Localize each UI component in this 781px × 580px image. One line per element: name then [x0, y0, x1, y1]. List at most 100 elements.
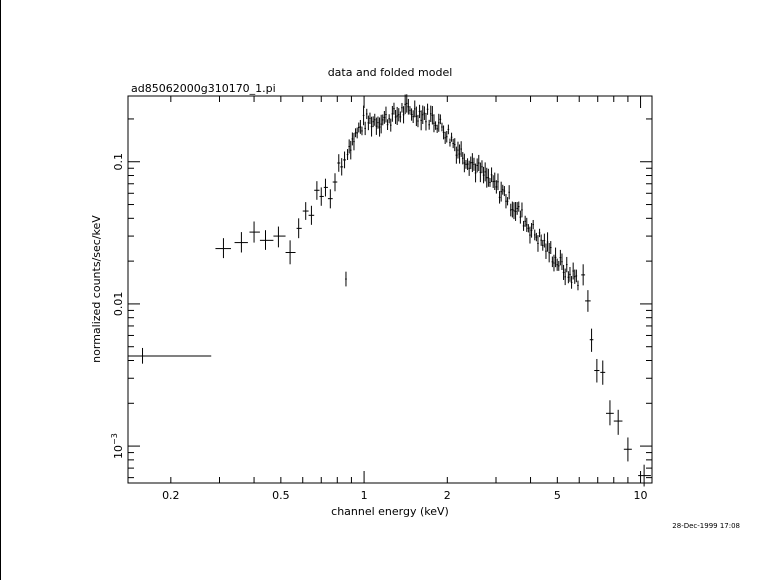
data-point — [353, 132, 355, 151]
data-point — [613, 409, 623, 435]
data-point — [511, 201, 514, 218]
chart-title: data and folded model — [328, 66, 453, 79]
data-point — [388, 114, 390, 124]
data-point — [623, 437, 632, 462]
data-point — [348, 139, 350, 154]
data-point — [525, 217, 528, 232]
data-point — [386, 119, 389, 130]
data-point — [540, 234, 542, 246]
data-point — [308, 205, 315, 225]
data-point — [485, 167, 488, 188]
data-point — [546, 232, 549, 252]
data-point — [215, 238, 231, 259]
data-point — [273, 226, 286, 248]
data-point — [535, 232, 538, 242]
data-point — [418, 104, 421, 119]
data-point — [445, 130, 448, 143]
data-point — [479, 162, 482, 183]
data-point — [493, 172, 496, 190]
data-marks — [128, 94, 651, 487]
data-point — [541, 239, 544, 251]
data-point — [527, 224, 530, 233]
plot-area — [127, 95, 653, 484]
data-point — [345, 271, 347, 287]
data-point — [565, 256, 568, 273]
data-point — [561, 253, 563, 270]
data-point — [519, 210, 522, 224]
data-point — [572, 262, 574, 280]
data-point — [533, 229, 536, 241]
data-point — [463, 153, 466, 173]
data-point — [589, 328, 594, 352]
data-point — [354, 128, 357, 138]
x-axis-label: channel energy (keV) — [331, 505, 449, 518]
data-point — [412, 110, 414, 124]
data-point — [234, 232, 248, 253]
data-point — [285, 240, 296, 265]
data-point — [428, 119, 430, 130]
data-point — [421, 105, 424, 124]
data-point — [524, 215, 526, 227]
data-point — [498, 191, 501, 204]
data-point — [538, 228, 541, 238]
data-point — [461, 152, 464, 165]
data-point — [468, 160, 470, 176]
data-point — [516, 202, 518, 215]
data-point — [372, 116, 374, 128]
data-point — [482, 166, 485, 184]
data-point — [497, 173, 499, 191]
data-point — [259, 230, 274, 250]
data-point — [359, 119, 362, 134]
x-tick-label: 1 — [361, 489, 368, 502]
data-point — [434, 121, 437, 130]
data-point — [466, 158, 469, 170]
data-point — [401, 102, 403, 113]
data-point — [381, 114, 384, 126]
data-point — [495, 180, 498, 194]
data-point — [319, 187, 324, 206]
data-point — [569, 266, 571, 282]
data-point — [457, 141, 459, 159]
data-point — [549, 241, 552, 255]
data-point — [409, 106, 411, 115]
data-point — [380, 114, 382, 134]
axes: 0.2 0.5 1 2 5 10 0.1 0.01 10−3 — [110, 96, 652, 502]
data-point — [423, 106, 426, 120]
data-point — [545, 243, 547, 259]
data-point — [361, 126, 363, 136]
data-point — [397, 108, 400, 122]
data-point — [417, 114, 419, 128]
data-point — [638, 464, 651, 487]
x-tick-label: 0.2 — [162, 489, 180, 502]
data-point — [389, 118, 392, 132]
data-point — [426, 103, 429, 115]
data-point — [413, 100, 416, 118]
data-point — [513, 202, 515, 220]
data-point — [490, 167, 493, 183]
data-point — [431, 106, 434, 125]
data-point — [529, 226, 531, 244]
data-point — [323, 178, 328, 197]
data-point — [439, 114, 442, 125]
data-point — [340, 158, 344, 176]
y-tick-label: 0.1 — [112, 153, 125, 171]
data-point — [458, 144, 461, 164]
data-point — [404, 94, 406, 115]
data-point — [425, 112, 427, 131]
data-point — [508, 185, 510, 200]
data-point — [570, 276, 573, 289]
data-point — [444, 131, 446, 144]
data-point — [394, 110, 397, 124]
data-point — [396, 106, 398, 126]
data-point — [581, 264, 586, 286]
data-point — [302, 202, 309, 220]
data-point — [370, 116, 373, 137]
data-point — [537, 235, 539, 252]
data-point — [477, 154, 480, 172]
data-point — [474, 163, 477, 183]
data-point — [501, 184, 504, 195]
data-point — [509, 203, 512, 217]
data-point — [420, 110, 422, 131]
data-point — [460, 141, 462, 157]
data-point — [314, 181, 320, 200]
